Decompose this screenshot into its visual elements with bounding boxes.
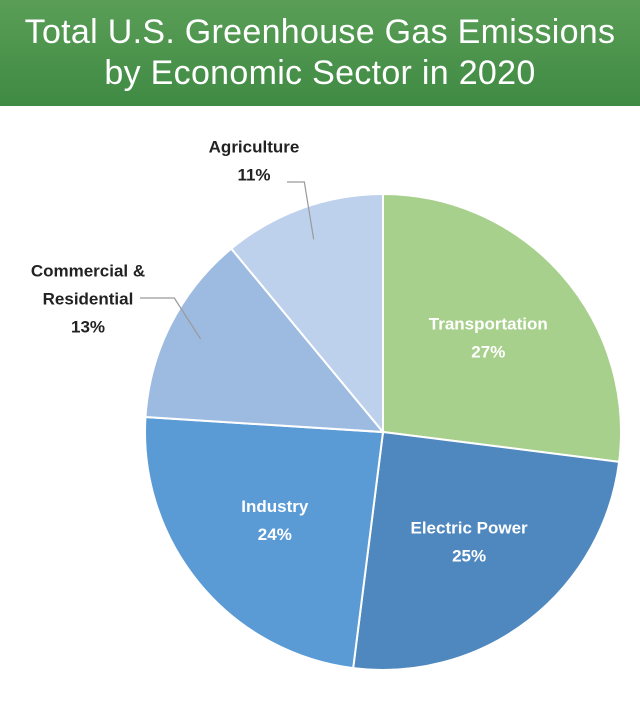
slice-label-commercial-residential-line-1: Commercial & [31,261,145,280]
leader-lines [140,181,315,340]
slice-labels: Transportation 27% Electric Power 25% Indust… [31,137,548,565]
pie-chart: Transportation 27% Electric Power 25% Indust… [31,137,622,671]
chart-title-line-1: Total U.S. Greenhouse Gas Emissions [24,13,616,51]
slice-percent-agriculture: 11% [237,165,270,184]
leader-line-commercial-residential [140,297,202,340]
pie-slice-transportation [382,192,622,463]
chart-header: Total U.S. Greenhouse Gas Emissions by E… [0,0,640,106]
slice-percent-industry: 24% [258,525,292,544]
slice-percent-electric-power: 25% [452,546,486,565]
slice-label-industry: Industry [241,497,309,516]
pie-slice-electric-power [352,430,621,671]
slice-label-electric-power: Electric Power [411,518,529,537]
slice-label-commercial-residential-line-2: Residential [43,289,134,308]
slice-label-agriculture: Agriculture [209,137,300,156]
leader-line-agriculture [287,181,315,240]
chart-title-line-2: by Economic Sector in 2020 [104,54,536,92]
slice-percent-commercial-residential: 13% [71,317,105,336]
slice-percent-transportation: 27% [471,343,505,362]
pie-slice-industry [144,415,385,670]
pie-slice-commercial-residential [144,247,386,434]
slice-label-transportation: Transportation [429,315,548,334]
pie-slices [144,192,622,671]
pie-slice-agriculture [229,192,384,435]
